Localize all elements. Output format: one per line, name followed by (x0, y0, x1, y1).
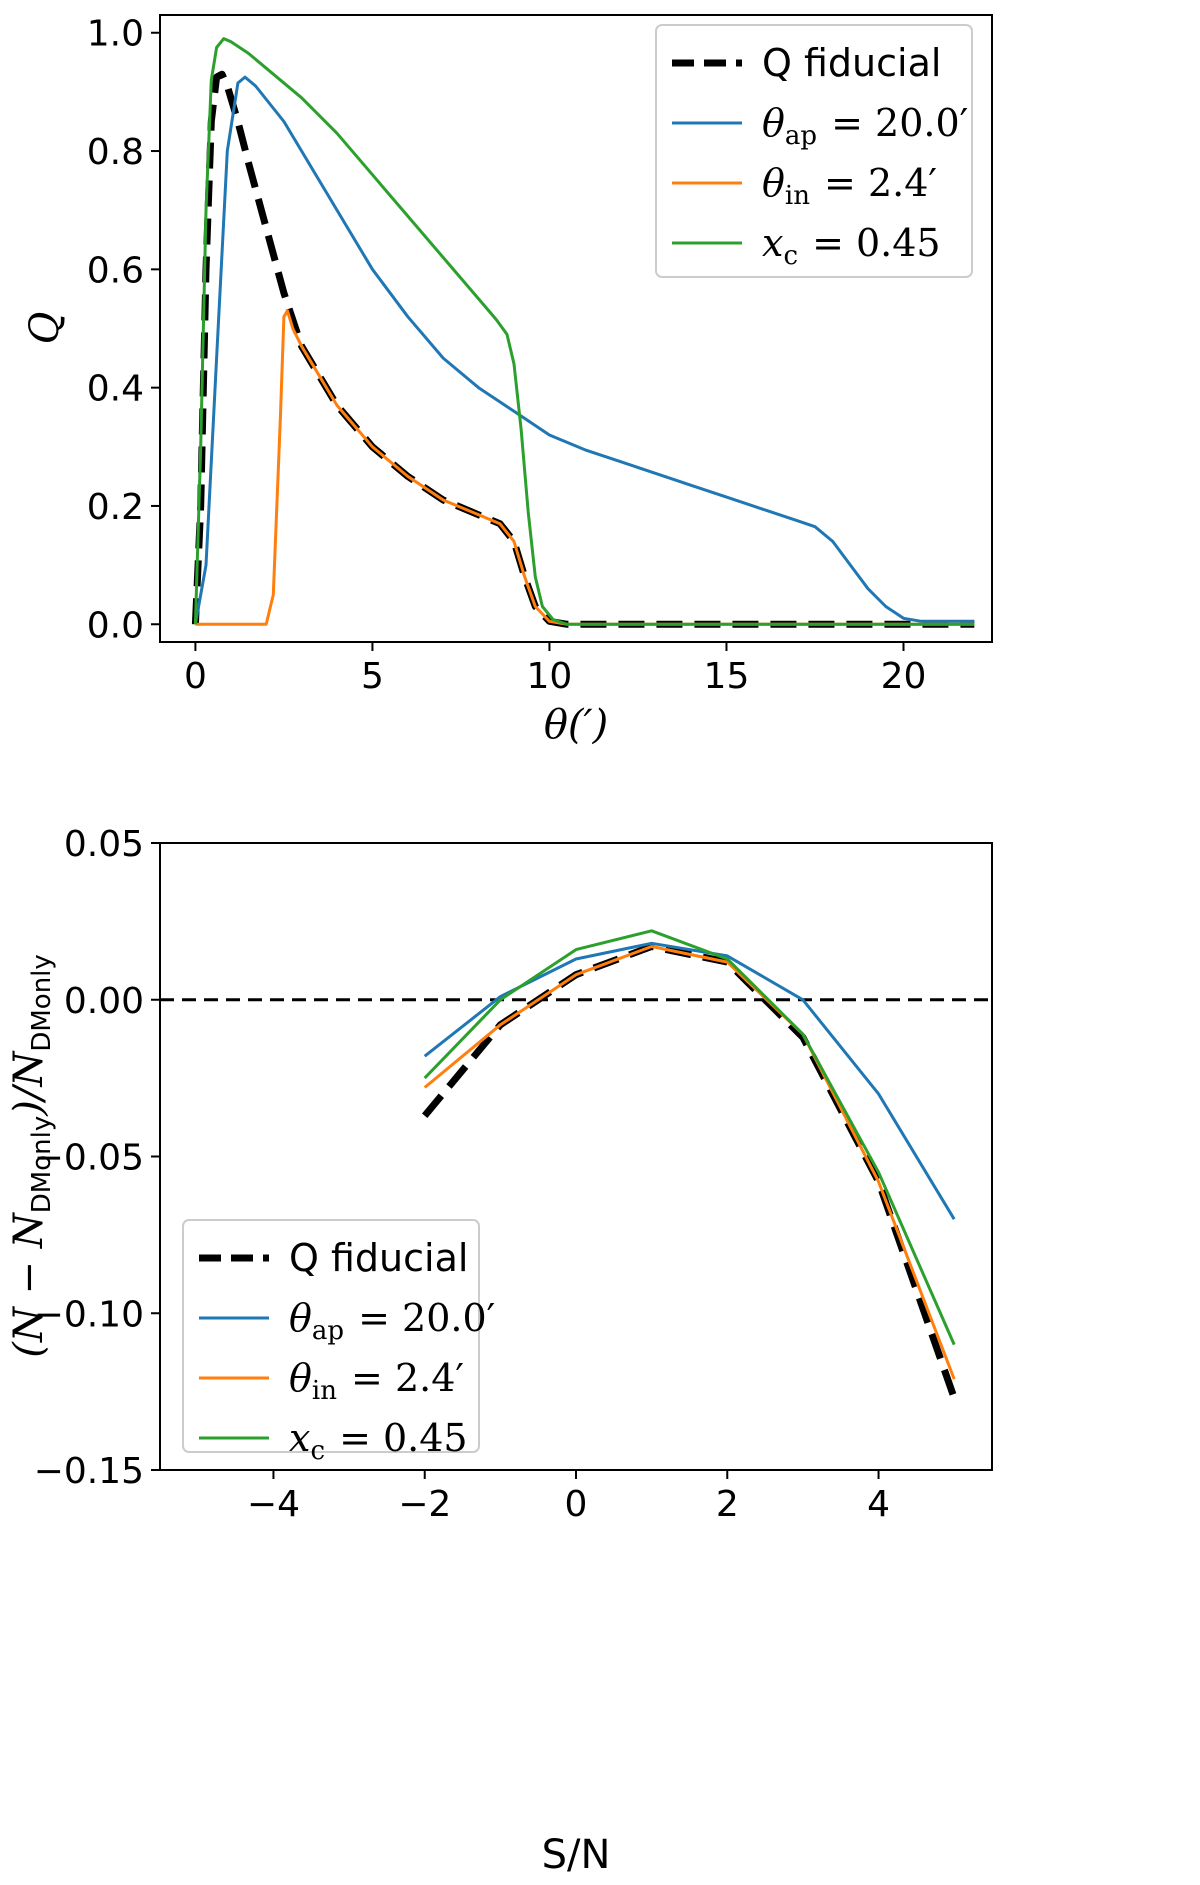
x-tick-label: 10 (527, 656, 573, 697)
x-tick-label: 20 (881, 656, 927, 697)
x-tick-label: −4 (247, 1484, 300, 1525)
series-line-theta_in (423, 945, 956, 1380)
legend-frame (655, 24, 973, 278)
y-tick-label: 0.0 (87, 605, 144, 646)
y-axis-label: (N − NDMonly)/NDMonly (6, 954, 57, 1358)
y-tick-label: −0.10 (34, 1294, 144, 1335)
legend: Q fiducial θap = 20.0′ θin = 2.4′ xc = 0.45 (655, 24, 973, 278)
y-tick-label: 0.8 (87, 132, 144, 173)
x-axis-label: θ(′) (544, 702, 608, 748)
y-axis-label: Q (22, 312, 68, 345)
x-tick-label: −2 (398, 1484, 451, 1525)
y-tick-label: 0.2 (87, 487, 144, 528)
legend: Q fiducial θap = 20.0′ θin = 2.4′ xc = 0.45 (182, 1219, 495, 1466)
y-tick-label: 0.00 (64, 981, 144, 1022)
legend-label-x_c: xc = 0.45 (762, 221, 941, 271)
legend-label-fiducial: Q fiducial (762, 41, 941, 85)
x-tick-label: 4 (867, 1484, 890, 1525)
series-line-x_c (423, 929, 956, 1346)
series-lines (191, 37, 975, 628)
legend-label-theta_in: θin = 2.4′ (289, 1356, 464, 1406)
legend-label-fiducial: Q fiducial (289, 1236, 468, 1280)
y-tick-label: −0.05 (34, 1138, 144, 1179)
legend-label-theta_in: θin = 2.4′ (762, 161, 937, 211)
x-tick-label: 5 (361, 656, 384, 697)
series-lines (422, 929, 958, 1400)
y-tick-label: 0.4 (87, 369, 144, 410)
y-tick-label: 0.6 (87, 250, 144, 291)
series-line-theta_ap (193, 75, 975, 625)
x-tick-label: 2 (716, 1484, 739, 1525)
axes-frame (159, 14, 993, 643)
x-axis-label: S/N (542, 1832, 611, 1878)
x-tick-label: 15 (704, 656, 750, 697)
series-line-x_c (193, 37, 975, 626)
legend-label-x_c: xc = 0.45 (289, 1416, 468, 1466)
y-tick-label: −0.15 (34, 1451, 144, 1492)
legend-label-theta_ap: θap = 20.0′ (762, 101, 968, 151)
x-tick-label: 0 (565, 1484, 588, 1525)
x-tick-label: 0 (184, 656, 207, 697)
y-tick-label: 1.0 (87, 14, 144, 55)
legend-label-theta_ap: θap = 20.0′ (289, 1296, 495, 1346)
q-profile-chart: 0 5 10 15 20 0.0 0.2 0.4 0.6 0.8 1.0 θ(′) Q Q fiducia… (22, 14, 993, 748)
y-tick-label: 0.05 (64, 824, 144, 865)
legend-frame (182, 1219, 480, 1453)
relative-counts-chart: −4 −2 0 2 4 −0.15 −0.10 −0.05 0.00 0.05 S/N (N − ND… (6, 824, 993, 1878)
